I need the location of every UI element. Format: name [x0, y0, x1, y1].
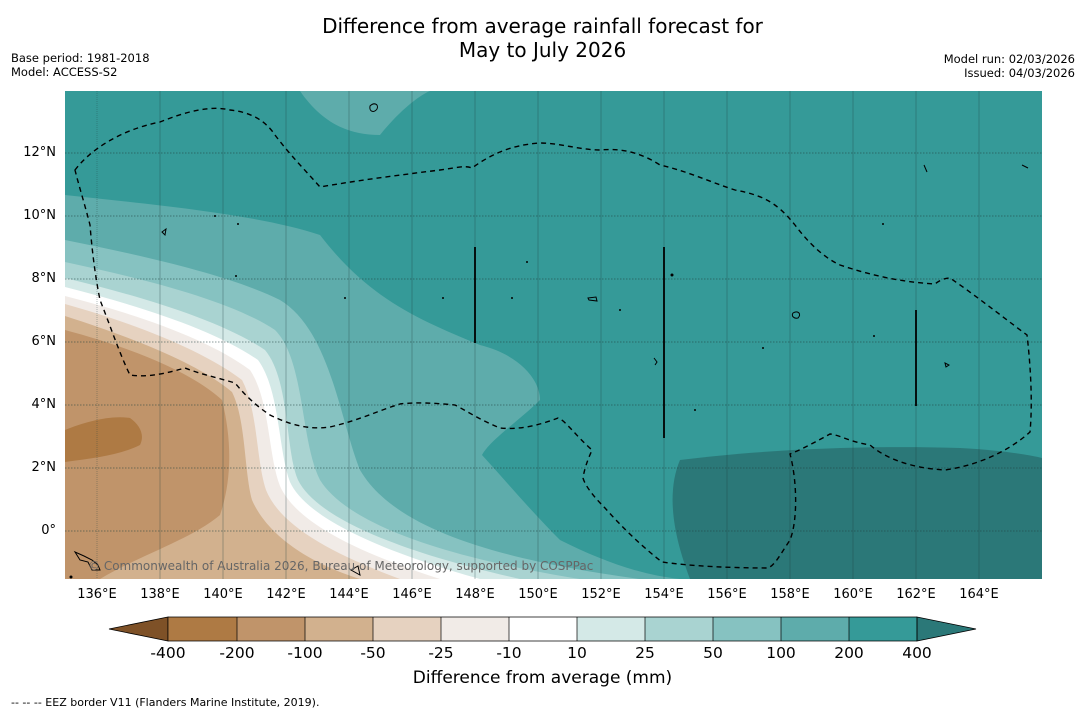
eez-boundaries [474, 247, 917, 438]
title-line-2: May to July 2026 [458, 38, 627, 62]
issued-date: Issued: 04/03/2026 [964, 66, 1075, 80]
x-tick: 138°E [140, 587, 180, 602]
y-tick: 2°N [31, 460, 57, 475]
colorbar-label: -50 [360, 644, 386, 662]
colorbar-label: 100 [766, 644, 796, 662]
colorbar-label: -100 [287, 644, 323, 662]
y-tick: 12°N [23, 145, 56, 160]
footer-note: -- -- -- EEZ border V11 (Flanders Marine… [11, 696, 320, 709]
colorbar-title: Difference from average (mm) [412, 668, 673, 688]
colorbar-label: 10 [567, 644, 587, 662]
x-tick: 164°E [959, 587, 999, 602]
meta-left: Base period: 1981-2018 Model: ACCESS-S2 [11, 51, 150, 79]
x-tick: 142°E [266, 587, 306, 602]
model-name: Model: ACCESS-S2 [11, 65, 118, 79]
x-tick: 146°E [392, 587, 432, 602]
colorbar-seg [713, 617, 781, 641]
band-100-200-north [300, 91, 430, 135]
colorbar-seg [441, 617, 509, 641]
colorbar-max-arrow [916, 616, 977, 642]
y-tick: 6°N [31, 334, 57, 349]
y-tick: 8°N [31, 271, 57, 286]
meta-right: Model run: 02/03/2026 Issued: 04/03/2026 [944, 52, 1075, 80]
y-tick: 10°N [23, 208, 56, 223]
model-run: Model run: 02/03/2026 [943, 52, 1075, 66]
x-tick: 154°E [644, 587, 684, 602]
x-tick: 144°E [329, 587, 369, 602]
rainfall-map [65, 91, 1042, 579]
copyright-credit: © Commonwealth of Australia 2026, Bureau… [88, 559, 594, 573]
title-line-1: Difference from average rainfall forecas… [322, 14, 763, 38]
islands [73, 103, 1029, 576]
colorbar-seg [237, 617, 305, 641]
eez-border [74, 107, 1032, 569]
base-period: Base period: 1981-2018 [11, 51, 150, 65]
colorbar-label: -10 [496, 644, 522, 662]
colorbar-label: -25 [428, 644, 454, 662]
colorbar-seg [645, 617, 713, 641]
colorbar-label: 25 [635, 644, 655, 662]
x-tick: 136°E [77, 587, 117, 602]
graticule [96, 91, 980, 579]
colorbar-label: 200 [834, 644, 864, 662]
x-tick: 162°E [896, 587, 936, 602]
colorbar-seg [781, 617, 849, 641]
x-tick: 156°E [707, 587, 747, 602]
y-tick: 4°N [31, 397, 57, 412]
x-tick: 152°E [581, 587, 621, 602]
x-tick: 158°E [770, 587, 810, 602]
x-tick: 140°E [203, 587, 243, 602]
band-neg100-200 [65, 330, 230, 579]
colorbar-seg [168, 617, 237, 641]
x-tick: 150°E [518, 587, 558, 602]
map-title: Difference from average rainfall forecas… [0, 14, 1085, 62]
x-tick: 148°E [455, 587, 495, 602]
colorbar-label: -400 [150, 644, 186, 662]
colorbar-seg [577, 617, 645, 641]
colorbar-seg [373, 617, 441, 641]
tiny-islands [69, 215, 884, 579]
band-neg200-400 [65, 417, 142, 462]
colorbar-label: -200 [219, 644, 255, 662]
x-tick: 160°E [833, 587, 873, 602]
colorbar-min-arrow [108, 616, 169, 642]
y-tick: 0° [41, 523, 56, 538]
colorbar [108, 616, 977, 642]
colorbar-label: 50 [703, 644, 723, 662]
colorbar-seg [509, 617, 577, 641]
colorbar-label: 400 [902, 644, 932, 662]
graticule-lat [65, 152, 1042, 532]
colorbar-seg [849, 617, 917, 641]
colorbar-seg [305, 617, 373, 641]
band-above-400 [672, 447, 1042, 579]
